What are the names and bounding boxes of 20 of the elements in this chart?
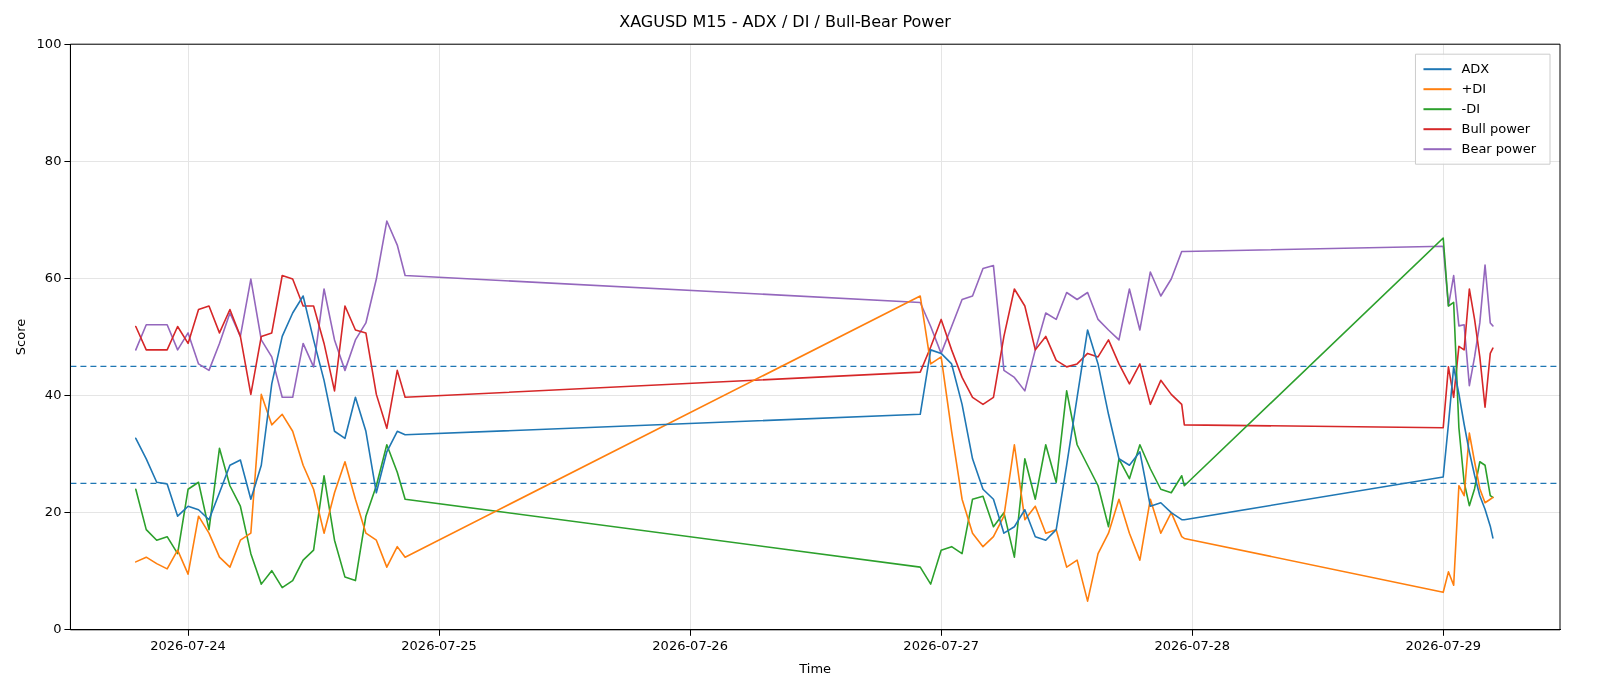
legend-label: ADX — [1461, 60, 1490, 76]
x-tick-label: 2026-07-24 — [150, 637, 226, 653]
y-tick-label: 80 — [44, 152, 62, 168]
x-tick-label: 2026-07-25 — [401, 637, 477, 653]
legend-label: -DI — [1461, 100, 1481, 116]
y-axis-title: Score — [13, 318, 29, 356]
chart-title: XAGUSD M15 - ADX / DI / Bull-Bear Power — [619, 11, 952, 31]
y-tick-label: 20 — [44, 504, 62, 520]
y-tick-label: 60 — [44, 269, 62, 285]
x-tick-label: 2026-07-29 — [1405, 637, 1481, 653]
legend-label: Bull power — [1461, 120, 1531, 136]
x-tick-label: 2026-07-28 — [1154, 637, 1230, 653]
legend-label: +DI — [1461, 80, 1487, 96]
x-tick-label: 2026-07-26 — [652, 637, 728, 653]
y-tick-label: 40 — [44, 386, 62, 402]
legend-label: Bear power — [1461, 140, 1537, 156]
y-tick-label: 100 — [36, 35, 62, 51]
x-tick-label: 2026-07-27 — [903, 637, 979, 653]
y-tick-label: 0 — [53, 621, 62, 637]
x-axis-title: Time — [798, 660, 832, 676]
